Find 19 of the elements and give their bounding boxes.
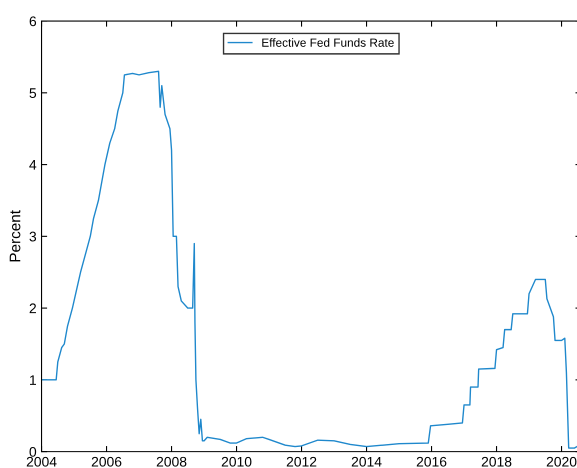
x-tick-label: 2010 — [222, 456, 252, 467]
x-tick-label: 2016 — [416, 456, 446, 467]
line-series — [42, 70, 577, 449]
y-tick-label: 0 — [30, 446, 36, 457]
y-tick-label: 2 — [30, 303, 36, 314]
y-tick-label: 5 — [30, 88, 36, 98]
y-tick-label: 4 — [29, 160, 36, 170]
y-tick-label: 1 — [30, 375, 36, 385]
x-tick-label: 2004 — [26, 456, 57, 467]
x-tick-label: 2020 — [546, 456, 576, 467]
y-tick-label: 6 — [30, 16, 36, 26]
x-tick-label: 2008 — [156, 456, 186, 467]
x-tick-label: 2006 — [92, 456, 122, 467]
x-tick-label: 2012 — [286, 456, 316, 467]
x-tick-label: 2014 — [352, 456, 382, 467]
y-axis-title: Percent — [10, 210, 20, 262]
legend-label: Effective Fed Funds Rate — [262, 38, 394, 47]
y-tick-label: 3 — [29, 232, 36, 242]
x-tick-label: 2018 — [482, 456, 512, 467]
